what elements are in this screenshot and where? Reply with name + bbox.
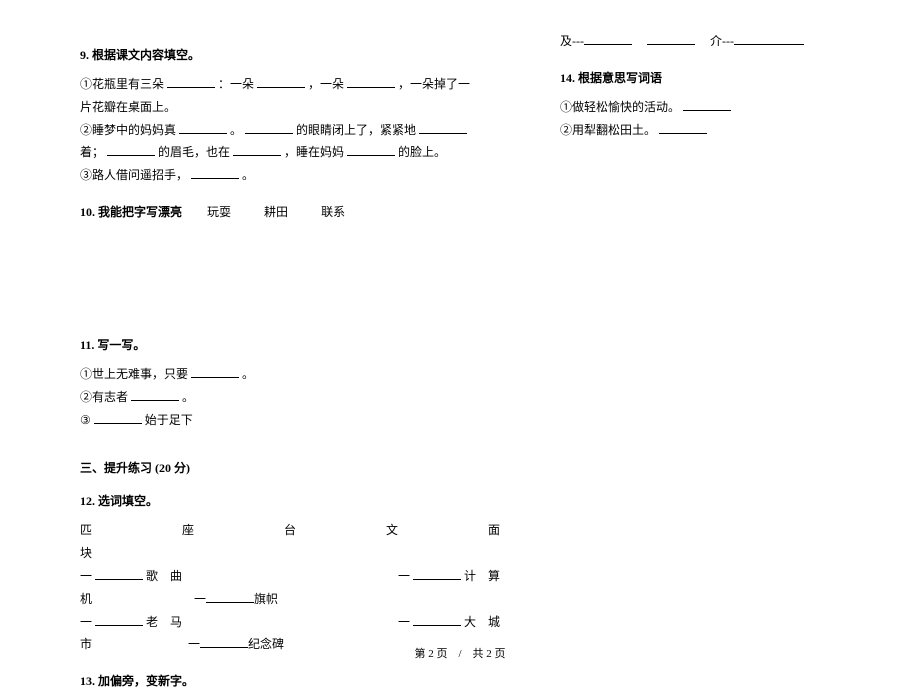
blank-field[interactable] xyxy=(206,591,254,603)
q11-t4: 。 xyxy=(182,390,194,404)
q9-t13: ③路人借问遥招手， xyxy=(80,168,188,182)
blank-field[interactable] xyxy=(191,366,239,378)
blank-field[interactable] xyxy=(257,76,305,88)
blank-field[interactable] xyxy=(647,33,695,45)
q9-t10: 的眉毛，也在 xyxy=(158,145,230,159)
q10-item-0: 玩耍 xyxy=(207,205,231,219)
section-3-title: 三、提升练习 (20 分) xyxy=(80,459,500,476)
q12-title: 12. 选词填空。 xyxy=(80,492,500,509)
q12-t: 计 算 xyxy=(464,569,500,583)
q9-t2: ：一朵 xyxy=(218,77,254,91)
q11-t1: ①世上无难事，只要 xyxy=(80,367,188,381)
q9-t12: 的脸上。 xyxy=(398,145,446,159)
blank-field[interactable] xyxy=(94,412,142,424)
char: 匹 xyxy=(80,519,92,542)
q12-row2: 一 老 马 一 大 城 xyxy=(80,611,500,634)
q12-row1: 一 歌 曲 一 计 算 xyxy=(80,565,500,588)
right-top-line: 及--- 介--- xyxy=(560,30,840,53)
q9-title: 9. 根据课文内容填空。 xyxy=(80,46,500,63)
q12-t: 一 xyxy=(80,569,92,583)
blank-field[interactable] xyxy=(584,33,632,45)
blank-field[interactable] xyxy=(413,568,461,580)
q10-title: 10. 我能把字写漂亮 玩耍 耕田 联系 xyxy=(80,203,500,220)
blank-field[interactable] xyxy=(683,99,731,111)
blank-field[interactable] xyxy=(131,389,179,401)
q12-body: 匹 座 台 文 面 块 一 歌 曲 一 计 算 机 xyxy=(80,519,500,656)
q9-body: ①花瓶里有三朵 ：一朵 ，一朵 ，一朵掉了一 片花瓣在桌面上。 ②睡梦中的妈妈真… xyxy=(80,73,500,187)
blank-field[interactable] xyxy=(95,614,143,626)
q9-t7: 。 xyxy=(230,123,242,137)
q12-t: 一 xyxy=(194,592,206,606)
q10-item-2: 联系 xyxy=(321,205,345,219)
q9-t11: ，睡在妈妈 xyxy=(284,145,344,159)
blank-field[interactable] xyxy=(245,122,293,134)
q9-t6: ②睡梦中的妈妈真 xyxy=(80,123,176,137)
q12-t: 机 xyxy=(80,588,92,611)
q9-t5: 片花瓣在桌面上。 xyxy=(80,100,176,114)
q12-t: 大 城 xyxy=(464,615,500,629)
q9-t14: 。 xyxy=(242,168,254,182)
q12-t: 歌 曲 xyxy=(146,569,182,583)
blank-field[interactable] xyxy=(167,76,215,88)
q11-t6: 始于足下 xyxy=(145,413,193,427)
blank-field[interactable] xyxy=(233,144,281,156)
q12-t: 旗帜 xyxy=(254,592,278,606)
q11-t3: ②有志者 xyxy=(80,390,128,404)
page-footer: 第 2 页 / 共 2 页 xyxy=(0,645,920,661)
char: 台 xyxy=(284,519,296,542)
char: 块 xyxy=(80,546,92,560)
q10-item-1: 耕田 xyxy=(264,205,288,219)
left-column: 9. 根据课文内容填空。 ①花瓶里有三朵 ：一朵 ，一朵 ，一朵掉了一 片花瓣在… xyxy=(80,30,500,699)
q14-title: 14. 根据意思写词语 xyxy=(560,69,840,86)
q12-t: 一 xyxy=(398,615,410,629)
q11-body: ①世上无难事，只要 。 ②有志者 。 ③ 始于足下 xyxy=(80,363,500,431)
char: 座 xyxy=(182,519,194,542)
char: 面 xyxy=(488,519,500,542)
q9-t8: 的眼睛闭上了，紧紧地 xyxy=(296,123,416,137)
blank-field[interactable] xyxy=(419,122,467,134)
blank-field[interactable] xyxy=(734,33,804,45)
blank-field[interactable] xyxy=(659,122,707,134)
q9-t3: ，一朵 xyxy=(308,77,344,91)
top-a: 及--- xyxy=(560,34,584,48)
q14-body: ①做轻松愉快的活动。 ②用犁翻松田土。 xyxy=(560,96,840,142)
q9-t9: 着； xyxy=(80,145,104,159)
blank-field[interactable] xyxy=(347,144,395,156)
top-b: 介--- xyxy=(710,34,734,48)
blank-field[interactable] xyxy=(413,614,461,626)
q12-chars-row1: 匹 座 台 文 面 xyxy=(80,519,500,542)
q11-t2: 。 xyxy=(242,367,254,381)
q12-t: 一 xyxy=(80,615,92,629)
q12-row1b: 机 一 旗帜 xyxy=(80,588,500,611)
q9-t1: ①花瓶里有三朵 xyxy=(80,77,164,91)
q14-l1: ①做轻松愉快的活动。 xyxy=(560,100,680,114)
q12-t: 老 马 xyxy=(146,615,182,629)
page-content: 9. 根据课文内容填空。 ①花瓶里有三朵 ：一朵 ，一朵 ，一朵掉了一 片花瓣在… xyxy=(80,30,840,699)
q9-t4: ，一朵掉了一 xyxy=(398,77,470,91)
q14-l2: ②用犁翻松田土。 xyxy=(560,123,656,137)
blank-field[interactable] xyxy=(179,122,227,134)
q10-label: 10. 我能把字写漂亮 xyxy=(80,205,182,219)
blank-field[interactable] xyxy=(95,568,143,580)
blank-field[interactable] xyxy=(191,167,239,179)
right-column: 及--- 介--- 14. 根据意思写词语 ①做轻松愉快的活动。 ②用犁翻松田土… xyxy=(560,30,840,699)
q11-title: 11. 写一写。 xyxy=(80,336,500,353)
q12-t: 一 xyxy=(398,569,410,583)
q11-t5: ③ xyxy=(80,413,91,427)
blank-field[interactable] xyxy=(107,144,155,156)
blank-field[interactable] xyxy=(347,76,395,88)
writing-space xyxy=(80,230,500,320)
char: 文 xyxy=(386,519,398,542)
